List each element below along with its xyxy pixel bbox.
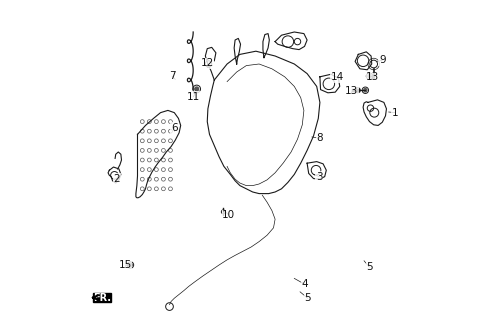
Text: 15: 15 (119, 260, 132, 270)
Circle shape (129, 263, 132, 267)
Text: 4: 4 (301, 279, 308, 289)
Text: 10: 10 (222, 210, 235, 220)
Polygon shape (93, 293, 111, 302)
Text: 2: 2 (113, 173, 120, 184)
Text: 3: 3 (316, 172, 322, 182)
Text: 7: 7 (169, 71, 175, 81)
Circle shape (368, 75, 371, 78)
Text: 5: 5 (304, 293, 311, 303)
Circle shape (364, 89, 367, 92)
Text: 1: 1 (392, 108, 398, 118)
Text: 9: 9 (379, 55, 386, 65)
Text: 13: 13 (345, 86, 358, 96)
Text: 11: 11 (187, 92, 200, 102)
Circle shape (195, 87, 199, 91)
Text: 5: 5 (366, 262, 373, 272)
Text: 6: 6 (171, 123, 178, 133)
Text: 8: 8 (316, 133, 323, 143)
Text: 14: 14 (331, 72, 344, 83)
Text: 13: 13 (366, 72, 379, 83)
Text: FR.: FR. (93, 292, 111, 303)
Text: 12: 12 (201, 58, 214, 68)
